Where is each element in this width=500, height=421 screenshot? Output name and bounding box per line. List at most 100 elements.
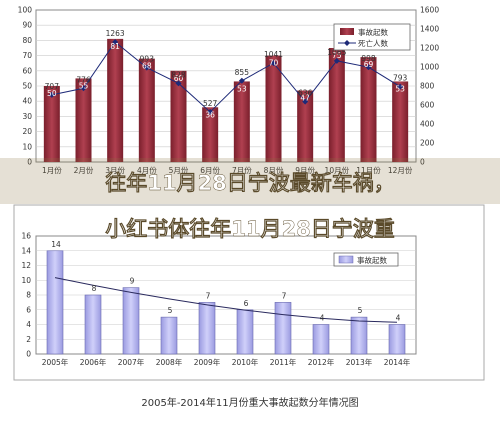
- y-right-tick-label: 0: [420, 158, 425, 167]
- bar: [202, 107, 219, 162]
- bar: [350, 316, 368, 355]
- y-left-tick-label: 90: [22, 21, 32, 30]
- bar: [198, 302, 216, 355]
- line-point: [175, 80, 182, 87]
- legend: 事故起数: [333, 252, 399, 267]
- tick-labels: 0 2 4 6 8 10 12 14 16 2005年 2006年 2007年 2008年 2009年 20…: [21, 232, 410, 368]
- y-left-tick-label: 0: [27, 158, 32, 167]
- x-tick-label: 11月份: [356, 165, 381, 175]
- line-point: [333, 57, 340, 64]
- tick-labels: 0102030405060708090100020040060080010001…: [18, 6, 440, 176]
- bar-data-label: 70: [269, 59, 279, 68]
- bar: [122, 287, 140, 355]
- y-right-tick-label: 400: [420, 120, 435, 129]
- x-tick-label: 6月份: [200, 165, 220, 175]
- trend-curve: [54, 277, 398, 323]
- bar: [46, 250, 64, 355]
- bar-data-label: 53: [237, 84, 247, 93]
- y-tick-label: 0: [26, 350, 31, 359]
- y-right-tick-label: 600: [420, 101, 435, 110]
- bar-data-label: 55: [79, 81, 89, 90]
- bar: [265, 55, 282, 162]
- bar: [274, 302, 292, 355]
- y-left-tick-label: 10: [22, 142, 32, 151]
- x-tick-label: 12月份: [388, 165, 413, 175]
- bar: [297, 90, 314, 162]
- y-tick-label: 4: [26, 320, 31, 329]
- bar: [170, 70, 187, 162]
- bar: [388, 324, 406, 355]
- y-left-tick-label: 30: [22, 112, 32, 121]
- y-tick-label: 16: [21, 232, 31, 241]
- legend: 事故起数 死亡人数: [333, 23, 411, 51]
- bar: [138, 58, 155, 162]
- x-tick-label: 1月份: [42, 165, 62, 175]
- x-tick-label: 4月份: [137, 165, 157, 175]
- bar: [312, 324, 330, 355]
- y-tick-label: 2: [26, 335, 31, 344]
- line-data-label: 793: [393, 74, 408, 83]
- x-tick-label: 2010年: [232, 357, 259, 367]
- x-tick-label: 10月份: [325, 165, 350, 175]
- bar-data-label: 14: [51, 240, 61, 249]
- y-left-tick-label: 40: [22, 97, 32, 106]
- line-point: [365, 64, 372, 71]
- yearly-accidents-chart: 14 8 9 5 7 6 7 4 5 4 0 2 4 6 8 10 12 14 16 2005年 2006年 2007年…: [13, 204, 485, 409]
- y-tick-label: 14: [21, 246, 31, 255]
- line-point: [238, 77, 245, 84]
- x-tick-label: 2008年: [156, 357, 183, 367]
- line-point: [143, 64, 150, 71]
- bar: [360, 57, 377, 163]
- y-tick-label: 8: [26, 291, 31, 300]
- chart-title: 2005年-2014年11月份重大事故起数分年情况图: [141, 396, 358, 409]
- line-data-label: 828: [171, 70, 186, 79]
- line-data-label: 1065: [327, 48, 346, 57]
- title-banner: 往年11月28日宁波最新车祸， 小红书体往年11月28日宁波重: [0, 158, 500, 241]
- legend-label-line: 死亡人数: [358, 38, 388, 48]
- bar-data-label: 5: [358, 306, 363, 315]
- line-series-deaths: [48, 39, 404, 115]
- y-right-tick-label: 1400: [420, 25, 439, 34]
- bar-data-label: 69: [364, 60, 374, 69]
- bar-data-label: 50: [47, 89, 57, 98]
- y-tick-label: 6: [26, 305, 31, 314]
- bar-data-label: 75: [332, 51, 342, 60]
- x-tick-label: 2011年: [270, 357, 297, 367]
- line-data-label: 776: [76, 75, 91, 84]
- bar: [233, 81, 250, 162]
- bar: [75, 78, 92, 162]
- banner-line-1: 往年11月28日宁波最新车祸，: [105, 171, 394, 195]
- banner-line-2: 小红书体往年11月28日宁波重: [105, 217, 394, 241]
- bar: [392, 81, 409, 162]
- y-right-tick-label: 800: [420, 82, 435, 91]
- line-point: [207, 108, 214, 115]
- x-tick-label: 5月份: [169, 165, 189, 175]
- bar: [84, 294, 102, 355]
- x-tick-label: 3月份: [105, 165, 125, 175]
- y-right-tick-label: 200: [420, 139, 435, 148]
- bar-data-label: 5: [168, 306, 173, 315]
- y-tick-label: 12: [21, 261, 31, 270]
- legend-swatch-bar: [340, 28, 354, 35]
- bar-data-label: 47: [300, 94, 310, 103]
- bar: [236, 309, 254, 355]
- x-tick-label: 2月份: [74, 165, 94, 175]
- legend-label-bar: 事故起数: [358, 27, 388, 37]
- bar-data-label: 4: [396, 314, 401, 323]
- y-left-tick-label: 60: [22, 66, 32, 75]
- bar-series-accidents: [46, 250, 406, 355]
- line-point: [270, 60, 277, 67]
- line-data-label: 1263: [106, 29, 125, 38]
- x-tick-label: 2013年: [346, 357, 373, 367]
- x-tick-label: 9月份: [295, 165, 315, 175]
- bar: [328, 48, 345, 162]
- bar-series-accidents: [43, 38, 409, 163]
- y-left-tick-label: 20: [22, 127, 32, 136]
- line-point: [48, 91, 55, 98]
- bar-data-label: 9: [130, 277, 135, 286]
- y-left-tick-label: 50: [22, 82, 32, 91]
- line-data-label: 993: [140, 55, 155, 64]
- y-right-tick-label: 1200: [420, 44, 439, 53]
